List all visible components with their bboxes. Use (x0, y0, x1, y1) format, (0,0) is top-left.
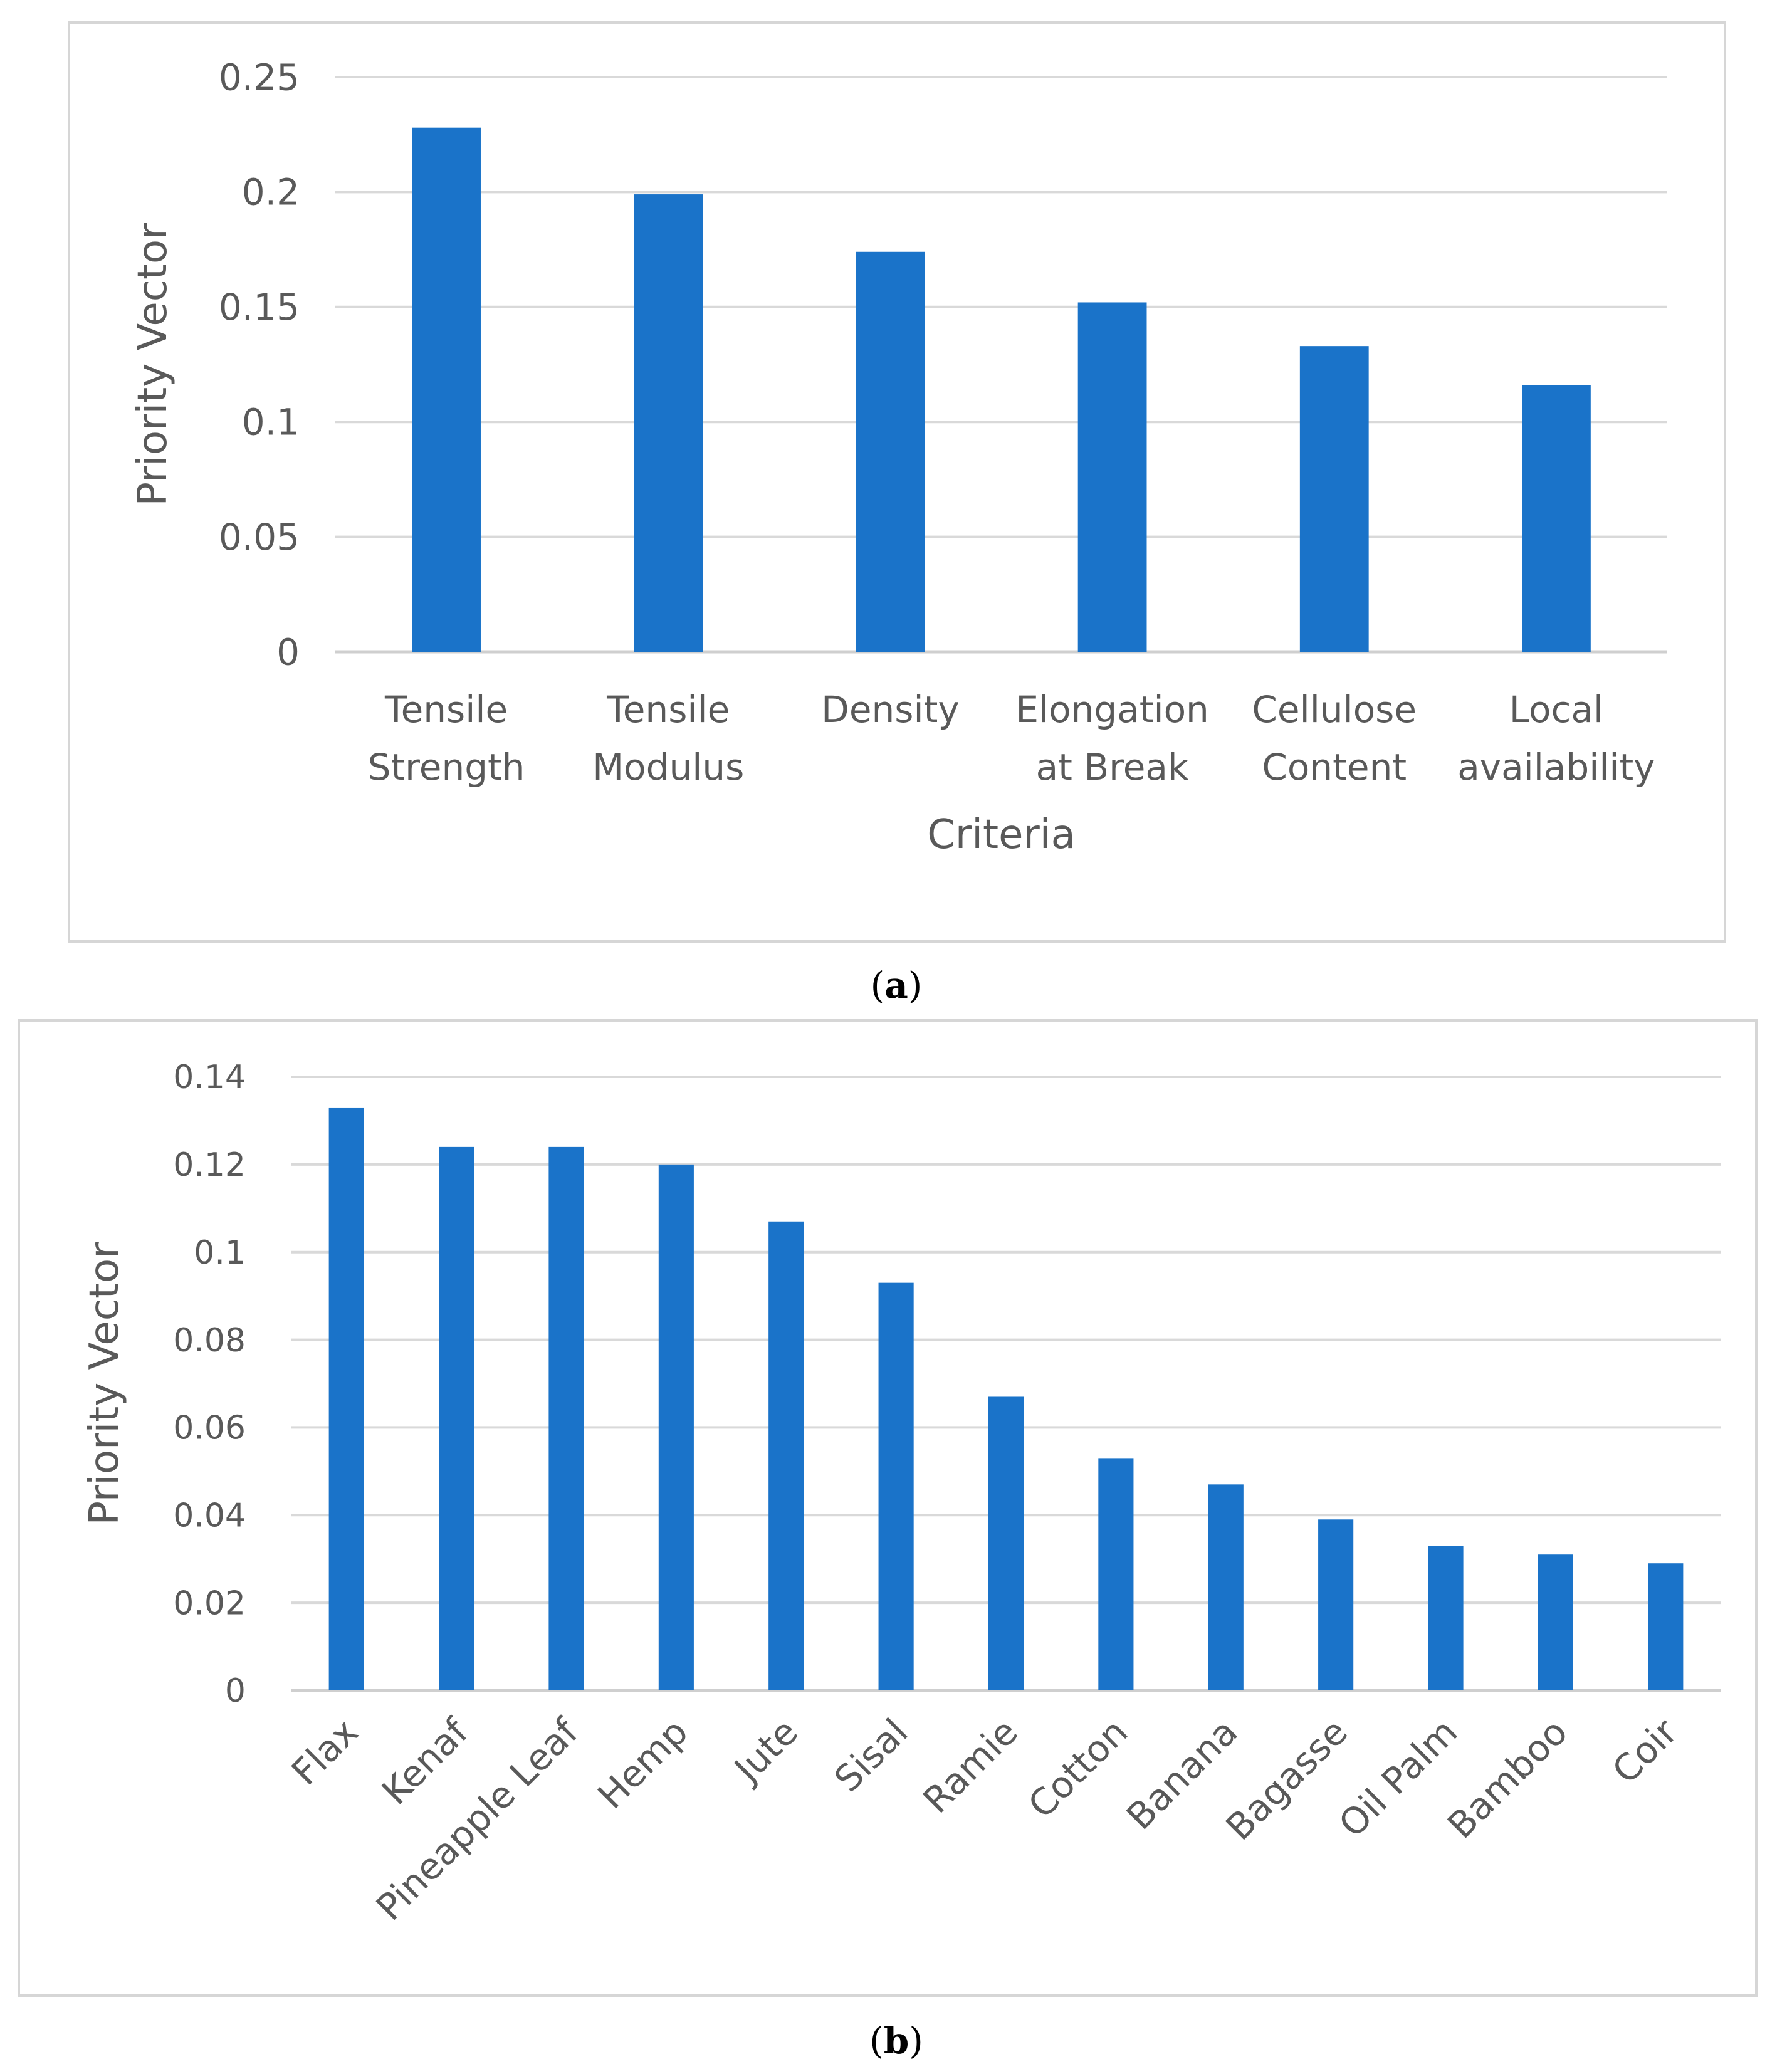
caption-b-close: ) (909, 2019, 923, 2062)
chart-b-bar (1318, 1519, 1354, 1690)
chart-b-category-label: Pineapple Leaf (368, 1710, 587, 1929)
chart-b-category-label: Bagasse (1218, 1710, 1356, 1848)
chart-b-bar (439, 1146, 474, 1690)
caption-a: (a) (771, 964, 1022, 1007)
chart-b: 0 0.02 0.04 0.06 0.08 0.1 0.12 0.14 Flax KenafPin… (81, 1059, 1721, 1929)
chart-a-ylabel: Priority Vector (130, 223, 176, 506)
chart-a-category-label: Cellulose Content (1252, 688, 1417, 788)
chart-a-category-label: Local availability (1457, 688, 1655, 788)
chart-a-bar (634, 194, 703, 652)
chart-b-category-label: Kenaf (374, 1710, 477, 1813)
chart-a-bar (856, 251, 925, 652)
chart-b-category-label: Ramie (915, 1710, 1026, 1821)
chart-b-category-label: Hemp (590, 1710, 696, 1817)
chart-a-category-line: Modulus (592, 746, 744, 788)
chart-b-bar (878, 1282, 914, 1690)
chart-a-category-line: availability (1457, 746, 1655, 788)
chart-b-bar (548, 1146, 584, 1690)
chart-a-category-line: Strength (368, 746, 525, 788)
chart-b-bar (1098, 1458, 1134, 1690)
chart-b-bar (988, 1396, 1024, 1690)
chart-a-category-line: Tensile (606, 688, 730, 731)
chart-b-bar (1648, 1563, 1684, 1690)
chart-a-ytick-label: 0.2 (242, 171, 300, 214)
chart-a-category-label: Density (821, 688, 960, 731)
chart-b-ytick-label: 0.02 (173, 1584, 246, 1622)
chart-a-category-line: Density (821, 688, 960, 731)
chart-a-ytick-label: 0.05 (219, 516, 300, 558)
chart-b-category-label: Coir (1604, 1710, 1685, 1792)
chart-b-ytick-label: 0.04 (173, 1497, 246, 1534)
chart-a-bar (1299, 346, 1369, 652)
chart-b-ytick-label: 0.08 (173, 1322, 246, 1359)
chart-a-ytick-label: 0.15 (219, 286, 300, 328)
chart-a-bar (1522, 385, 1591, 652)
chart-a-ytick-label: 0 (276, 631, 300, 673)
chart-b-bar (1538, 1554, 1573, 1690)
chart-b-bar (1428, 1546, 1464, 1690)
caption-b-letter: b (883, 2019, 909, 2062)
chart-a-bar (412, 127, 481, 652)
chart-a-xlabel: Criteria (927, 812, 1076, 858)
chart-a-category-label: Elongation at Break (1015, 688, 1208, 788)
chart-b-category-label: Oil Palm (1331, 1710, 1466, 1846)
chart-a-category-line: Content (1262, 746, 1407, 788)
chart-b-ytick-label: 0.14 (173, 1059, 246, 1096)
caption-b: (b) (771, 2019, 1022, 2062)
chart-a-category-line: Elongation (1015, 688, 1208, 731)
chart-b-ytick-label: 0.1 (194, 1234, 246, 1272)
chart-a-category-line: Local (1509, 688, 1603, 731)
chart-a-category-line: Cellulose (1252, 688, 1417, 731)
chart-b-ytick-label: 0.12 (173, 1146, 246, 1184)
caption-a-letter: a (884, 964, 908, 1007)
caption-a-close: ) (908, 964, 923, 1007)
chart-b-bar (328, 1107, 364, 1690)
chart-b-ytick-label: 0.06 (173, 1410, 246, 1447)
chart-a-ytick-label: 0.25 (219, 56, 300, 98)
chart-b-bar (658, 1164, 694, 1690)
chart-a-ytick-label: 0.1 (242, 401, 300, 444)
chart-a-category-line: at Break (1036, 746, 1189, 788)
chart-b-category-label: Jute (725, 1710, 807, 1792)
caption-b-open: ( (869, 2019, 884, 2062)
chart-a-category-label: Tensile Modulus (592, 688, 744, 788)
chart-b-bar (1208, 1484, 1244, 1690)
chart-b-ylabel: Priority Vector (81, 1242, 128, 1526)
chart-a-category-label: Tensile Strength (368, 688, 525, 788)
chart-b-category-label: Sisal (826, 1710, 916, 1800)
chart-a-bar (1077, 302, 1147, 652)
chart-b-category-label: Flax (283, 1710, 366, 1793)
chart-b-bar (768, 1221, 804, 1690)
chart-b-ytick-label: 0 (225, 1672, 246, 1710)
chart-b-category-label: Bamboo (1439, 1710, 1576, 1847)
caption-a-open: ( (870, 964, 885, 1007)
chart-a-category-line: Tensile (384, 688, 508, 731)
